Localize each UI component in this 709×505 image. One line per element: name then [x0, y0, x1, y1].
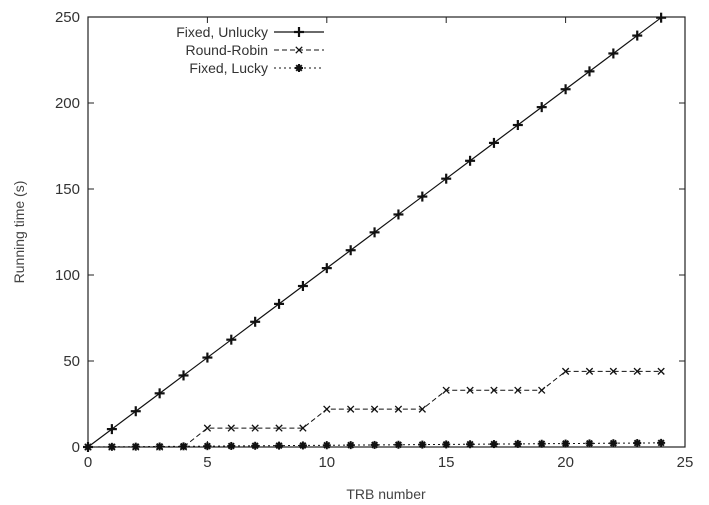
data-point-x	[323, 405, 331, 413]
data-point-star	[203, 442, 212, 451]
x-tick-label: 20	[557, 454, 574, 471]
data-point-plus	[608, 48, 619, 59]
data-point-star	[537, 439, 546, 448]
data-point-star	[107, 442, 116, 451]
data-point-plus	[441, 173, 452, 184]
data-point-star	[84, 443, 92, 451]
data-point-plus	[274, 298, 285, 309]
data-point-plus	[345, 245, 356, 256]
data-point-star	[513, 439, 522, 448]
x-tick-label: 15	[438, 454, 455, 471]
data-point-x	[657, 367, 665, 375]
data-point-x	[490, 386, 498, 394]
data-point-x	[609, 367, 618, 375]
x-tick-label: 10	[318, 454, 335, 471]
plot-frame	[87, 16, 686, 448]
data-point-x	[370, 405, 379, 413]
data-point-plus	[250, 316, 261, 327]
data-point-plus	[226, 334, 237, 345]
data-point-star	[394, 440, 403, 449]
data-point-plus	[369, 227, 380, 238]
data-point-plus	[584, 66, 595, 77]
data-point-x	[561, 367, 570, 375]
data-point-star	[561, 439, 570, 448]
series-fixed-unlucky	[83, 12, 667, 452]
data-point-plus	[294, 27, 304, 37]
data-point-star	[295, 64, 303, 72]
data-point-x	[203, 424, 212, 432]
data-point-plus	[154, 388, 165, 399]
data-point-star	[442, 440, 451, 449]
y-tick-label: 100	[55, 267, 80, 284]
x-tick-label: 5	[203, 454, 211, 471]
legend-label: Fixed, Unlucky	[176, 24, 268, 40]
data-point-x	[633, 367, 641, 375]
data-point-x	[347, 405, 355, 413]
x-axis-title: TRB number	[346, 486, 426, 502]
legend-entry: Fixed, Lucky	[189, 60, 324, 76]
data-point-plus	[536, 102, 547, 113]
data-point-x	[295, 46, 303, 54]
data-point-plus	[632, 30, 643, 41]
data-point-plus	[202, 352, 213, 363]
data-point-star	[370, 440, 379, 449]
data-point-star	[489, 440, 498, 449]
legend-entry: Round-Robin	[186, 42, 324, 58]
data-point-plus	[560, 84, 571, 95]
data-point-star	[657, 438, 666, 447]
data-point-plus	[512, 120, 523, 131]
series-fixed-lucky	[84, 438, 666, 451]
x-tick-label: 25	[677, 454, 694, 471]
data-point-plus	[106, 424, 117, 435]
data-point-x	[585, 367, 594, 375]
data-point-x	[394, 405, 403, 413]
data-point-x	[442, 386, 450, 394]
legend-label: Fixed, Lucky	[189, 60, 268, 76]
y-tick-label: 250	[55, 9, 80, 26]
data-point-plus	[130, 406, 141, 417]
data-point-star	[179, 442, 188, 451]
data-point-star	[585, 439, 594, 448]
data-point-star	[418, 440, 427, 449]
y-tick-label: 0	[72, 439, 80, 456]
series-round-robin	[84, 367, 665, 451]
data-point-x	[275, 424, 283, 432]
data-point-star	[251, 441, 260, 450]
data-point-star	[227, 441, 236, 450]
y-tick-label: 200	[55, 95, 80, 112]
data-point-star	[155, 442, 164, 451]
data-point-plus	[488, 137, 499, 148]
data-point-plus	[656, 12, 667, 23]
data-point-plus	[465, 155, 476, 166]
data-point-x	[418, 405, 426, 413]
data-point-star	[466, 440, 475, 449]
data-point-x	[299, 424, 307, 432]
data-point-plus	[297, 281, 308, 292]
data-point-star	[131, 442, 140, 451]
y-tick-label: 50	[63, 353, 80, 370]
data-point-x	[227, 424, 235, 432]
data-point-plus	[178, 370, 189, 381]
data-point-star	[609, 439, 618, 448]
legend-entry: Fixed, Unlucky	[176, 24, 324, 40]
data-point-x	[466, 386, 474, 394]
data-point-star	[633, 439, 642, 448]
x-tick-label: 0	[84, 454, 92, 471]
data-point-plus	[393, 209, 404, 220]
data-point-x	[514, 386, 522, 394]
y-tick-label: 150	[55, 181, 80, 198]
legend-label: Round-Robin	[186, 42, 269, 58]
data-point-star	[322, 441, 331, 450]
data-point-x	[251, 424, 259, 432]
data-point-star	[298, 441, 307, 450]
data-point-x	[538, 386, 546, 394]
data-point-plus	[321, 263, 332, 274]
data-point-star	[346, 441, 355, 450]
data-point-star	[275, 441, 284, 450]
y-axis-title: Running time (s)	[11, 181, 27, 284]
data-point-plus	[417, 191, 428, 202]
legend: Fixed, Unlucky Round-Robin Fixed, Lucky	[176, 24, 324, 76]
